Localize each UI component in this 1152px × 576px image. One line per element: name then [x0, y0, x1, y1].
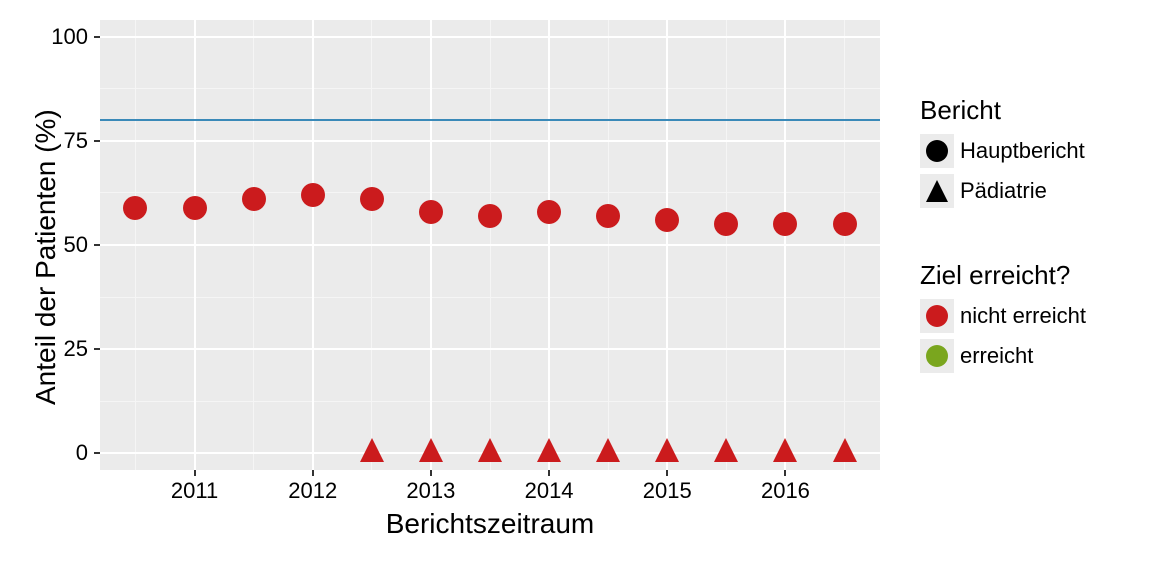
legend-block: Bericht Hauptbericht Pädiatrie	[920, 95, 1085, 214]
y-tick	[94, 244, 100, 246]
x-axis-title: Berichtszeitraum	[100, 508, 880, 540]
x-tick	[666, 470, 668, 476]
data-point-triangle	[537, 438, 561, 467]
legend-key-circle-icon	[920, 339, 954, 373]
y-tick-label: 25	[64, 336, 88, 362]
y-tick	[94, 452, 100, 454]
y-tick	[94, 348, 100, 350]
data-point-triangle	[478, 438, 502, 467]
data-point-circle	[419, 200, 443, 224]
data-point-triangle	[596, 438, 620, 467]
x-tick	[312, 470, 314, 476]
legend-key-circle-icon	[920, 299, 954, 333]
legend-item: Pädiatrie	[920, 174, 1085, 208]
data-point-circle	[714, 212, 738, 236]
data-point-circle	[833, 212, 857, 236]
data-point-triangle	[833, 438, 857, 467]
data-point-circle	[773, 212, 797, 236]
x-tick	[548, 470, 550, 476]
y-tick-label: 0	[76, 440, 88, 466]
grid-major-v	[784, 20, 786, 470]
data-point-circle	[655, 208, 679, 232]
grid-major-v	[194, 20, 196, 470]
legend-item: Hauptbericht	[920, 134, 1085, 168]
legend-block: Ziel erreicht? nicht erreicht erreicht	[920, 260, 1086, 379]
grid-major-v	[312, 20, 314, 470]
legend-item: erreicht	[920, 339, 1086, 373]
legend-title: Ziel erreicht?	[920, 260, 1086, 291]
data-point-circle	[183, 196, 207, 220]
grid-major-v	[548, 20, 550, 470]
x-tick	[784, 470, 786, 476]
data-point-circle	[360, 187, 384, 211]
data-point-circle	[478, 204, 502, 228]
data-point-triangle	[419, 438, 443, 467]
data-point-triangle	[773, 438, 797, 467]
legend-title: Bericht	[920, 95, 1085, 126]
y-tick	[94, 36, 100, 38]
grid-major-v	[666, 20, 668, 470]
grid-major-h	[100, 348, 880, 350]
data-point-circle	[537, 200, 561, 224]
legend-key-triangle-icon	[920, 174, 954, 208]
x-tick-label: 2015	[643, 478, 692, 504]
x-tick-label: 2016	[761, 478, 810, 504]
data-point-circle	[301, 183, 325, 207]
x-tick	[430, 470, 432, 476]
x-tick-label: 2014	[525, 478, 574, 504]
grid-major-h	[100, 140, 880, 142]
x-tick-label: 2013	[406, 478, 455, 504]
plot-panel	[100, 20, 880, 470]
legend-key-circle-icon	[920, 134, 954, 168]
data-point-triangle	[360, 438, 384, 467]
data-point-triangle	[714, 438, 738, 467]
chart-container: 2011 2012 2013 2014 2015 2016 0 25 50 75 100 Berich…	[0, 0, 1152, 576]
data-point-triangle	[655, 438, 679, 467]
grid-major-h	[100, 36, 880, 38]
legend-label: nicht erreicht	[960, 303, 1086, 329]
data-point-circle	[242, 187, 266, 211]
data-point-circle	[123, 196, 147, 220]
x-tick-label: 2011	[171, 478, 218, 504]
grid-major-h	[100, 244, 880, 246]
y-tick-label: 50	[64, 232, 88, 258]
data-point-circle	[596, 204, 620, 228]
y-tick	[94, 140, 100, 142]
y-tick-label: 100	[51, 24, 88, 50]
legend-item: nicht erreicht	[920, 299, 1086, 333]
legend-label: Pädiatrie	[960, 178, 1047, 204]
grid-major-v	[430, 20, 432, 470]
legend-label: Hauptbericht	[960, 138, 1085, 164]
target-hline	[100, 119, 880, 121]
y-tick-label: 75	[64, 128, 88, 154]
x-tick	[194, 470, 196, 476]
x-tick-label: 2012	[288, 478, 337, 504]
legend-label: erreicht	[960, 343, 1033, 369]
y-axis-title: Anteil der Patienten (%)	[30, 109, 62, 405]
